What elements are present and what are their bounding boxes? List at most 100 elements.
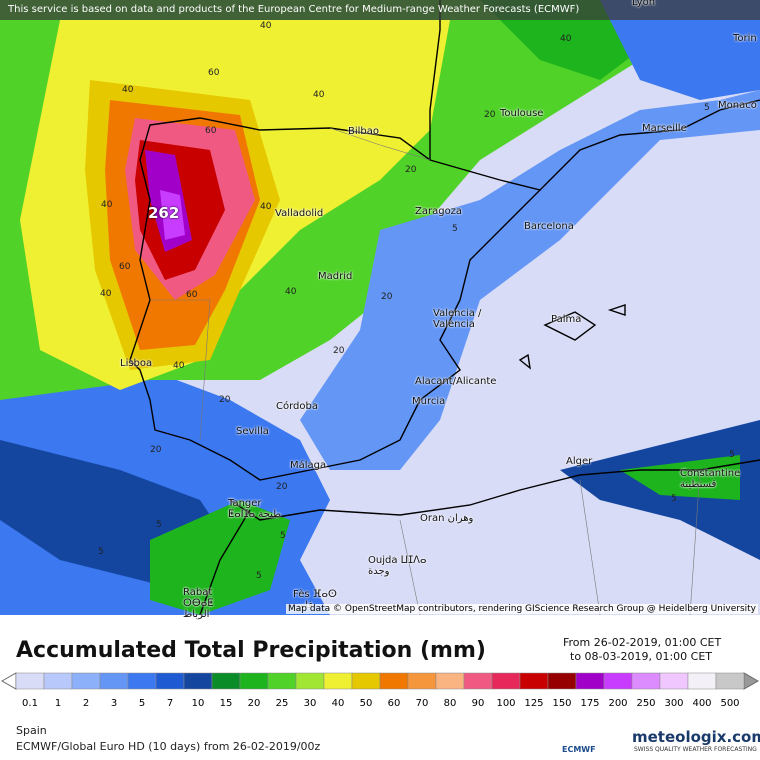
- contour-label: 40: [260, 21, 272, 31]
- contour-label: 40: [285, 287, 297, 297]
- city-label: Palma: [551, 314, 582, 325]
- date-to: to 08-03-2019, 01:00 CET: [570, 650, 713, 663]
- city-label: Murcia: [412, 396, 446, 407]
- precip-area: [620, 455, 740, 500]
- precip-area: [600, 0, 760, 100]
- legend-swatch: [379, 672, 409, 690]
- legend-level-label: 125: [524, 698, 544, 709]
- legend-level-label: 150: [552, 698, 572, 709]
- legend-swatch: [71, 672, 101, 690]
- legend-level-label: 30: [303, 698, 317, 709]
- contour-label: 40: [101, 200, 113, 210]
- contour-label: 40: [100, 289, 112, 299]
- contour-label: 40: [313, 90, 325, 100]
- legend-swatch: [295, 672, 325, 690]
- contour-label: 60: [208, 68, 220, 78]
- contour-label: 20: [276, 482, 288, 492]
- borders: [150, 127, 701, 616]
- legend-swatch: [211, 672, 241, 690]
- legend-level-label: 500: [720, 698, 740, 709]
- legend-level-label: 200: [608, 698, 628, 709]
- precip-area: [150, 500, 290, 615]
- city-label: Valencia / València: [433, 308, 482, 330]
- city-label: Constantine قسنطينة: [680, 468, 741, 490]
- contour-label: 20: [405, 165, 417, 175]
- legend-level-label: 70: [415, 698, 429, 709]
- city-label: Rabat ⵔⴱⴰⵟ الرباط: [183, 587, 214, 620]
- legend-arrow-low: [0, 672, 17, 690]
- legend-level-label: 40: [331, 698, 345, 709]
- city-label: Madrid: [318, 271, 353, 282]
- legend-level-label: 300: [664, 698, 684, 709]
- legend-swatch: [155, 672, 185, 690]
- coastline: [129, 0, 760, 616]
- city-label: Lisboa: [120, 358, 153, 369]
- contour-label: 5: [671, 494, 677, 504]
- legend-swatch: [547, 672, 577, 690]
- legend-swatch: [435, 672, 465, 690]
- ecmwf-logo: ECMWF: [562, 745, 596, 754]
- contour-label: 40: [560, 34, 572, 44]
- city-label: Tanger ⵟⴰⵏⵊⴰ طنجة: [228, 498, 282, 520]
- legend-level-label: 20: [247, 698, 261, 709]
- contour-label: 40: [122, 85, 134, 95]
- city-label: Monaco: [718, 100, 757, 111]
- legend-swatch: [239, 672, 269, 690]
- contour-label: 262: [148, 204, 180, 222]
- contour-label: 5: [98, 547, 104, 557]
- contour-label: 60: [119, 262, 131, 272]
- city-label: Torin: [733, 33, 757, 44]
- legend-swatch: [659, 672, 689, 690]
- legend-level-label: 10: [191, 698, 205, 709]
- legend-title: Accumulated Total Precipitation (mm): [16, 638, 486, 663]
- legend-swatch: [323, 672, 353, 690]
- legend-swatch: [603, 672, 633, 690]
- legend-swatch: [519, 672, 549, 690]
- legend-level-label: 1: [54, 698, 62, 709]
- legend-swatch: [183, 672, 213, 690]
- legend-swatch: [267, 672, 297, 690]
- legend-level-label: 90: [471, 698, 485, 709]
- contour-label: 20: [381, 292, 393, 302]
- legend-arrow-high: [743, 672, 760, 690]
- city-label: Oujda ⵡⵊⴷⴰ وجدة: [368, 555, 427, 577]
- contour-label: 5: [729, 450, 735, 460]
- legend-swatch: [575, 672, 605, 690]
- legend-level-label: 175: [580, 698, 600, 709]
- city-label: Oran وهران: [420, 513, 474, 524]
- legend-level-label: 0.1: [22, 698, 38, 709]
- legend-swatch: [491, 672, 521, 690]
- legend-level-label: 3: [110, 698, 118, 709]
- contour-label: 5: [156, 520, 162, 530]
- contour-label: 5: [280, 531, 286, 541]
- legend-swatch: [127, 672, 157, 690]
- contour-label: 20: [333, 346, 345, 356]
- contour-label: 60: [186, 290, 198, 300]
- legend-level-label: 80: [443, 698, 457, 709]
- attribution: Map data © OpenStreetMap contributors, r…: [286, 604, 758, 614]
- legend-level-label: 400: [692, 698, 712, 709]
- legend-bar: [0, 672, 760, 690]
- legend-level-label: 7: [166, 698, 174, 709]
- contour-label: 60: [205, 126, 217, 136]
- date-from: From 26-02-2019, 01:00 CET: [563, 636, 722, 649]
- legend-swatch: [687, 672, 717, 690]
- city-label: Córdoba: [276, 401, 318, 412]
- legend-swatch: [631, 672, 661, 690]
- legend-level-label: 2: [82, 698, 90, 709]
- model: ECMWF/Global Euro HD (10 days) from 26-0…: [16, 740, 321, 753]
- legend-swatch: [15, 672, 45, 690]
- precip-area: [300, 90, 760, 470]
- legend-swatch: [43, 672, 73, 690]
- precip-area: [160, 190, 185, 240]
- legend-swatch: [351, 672, 381, 690]
- city-label: Lyon: [632, 0, 656, 8]
- city-label: Zaragoza: [415, 206, 463, 217]
- tagline: SWISS QUALITY WEATHER FORECASTING: [634, 746, 757, 753]
- legend-level-label: 5: [138, 698, 146, 709]
- contour-label: 5: [704, 103, 710, 113]
- legend-swatch: [99, 672, 129, 690]
- legend-swatch: [715, 672, 745, 690]
